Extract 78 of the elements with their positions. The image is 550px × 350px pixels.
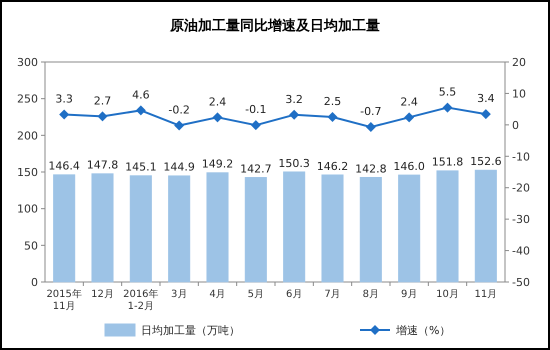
point — [366, 122, 376, 132]
x-tick-label: 9月 — [400, 289, 418, 300]
x-tick-label: 4月 — [209, 289, 226, 300]
legend-label: 增速（%） — [395, 324, 450, 337]
bar — [206, 172, 229, 282]
x-tick-label: 7月 — [324, 289, 341, 300]
bar — [321, 174, 344, 282]
y2-tick-label: -20 — [512, 182, 530, 195]
data-label: 5.5 — [438, 86, 456, 99]
y2-tick-label: -40 — [512, 244, 530, 258]
point — [98, 111, 108, 122]
data-label: -0.2 — [168, 103, 190, 116]
y-tick-label: 200 — [17, 129, 38, 142]
x-tick-label: 8月 — [362, 289, 380, 300]
y-tick-label: 50 — [24, 239, 38, 252]
data-label: -0.7 — [360, 105, 382, 118]
data-label: 151.8 — [432, 156, 464, 169]
data-label: 2.5 — [324, 95, 342, 108]
y-tick-label: 0 — [31, 276, 38, 289]
data-label: 2.4 — [208, 95, 226, 108]
x-tick-label: 2015年 11月 — [46, 288, 82, 312]
point — [442, 102, 452, 113]
y2-tick-label: 0 — [512, 118, 519, 132]
bar — [474, 170, 497, 282]
y-tick-label: 100 — [17, 202, 38, 216]
x-tick-label: 12月 — [91, 289, 114, 300]
data-label: 144.9 — [163, 160, 195, 174]
x-tick-label: 2016年 1-2月 — [123, 288, 159, 312]
point — [136, 105, 146, 116]
y2-tick-label: -10 — [512, 150, 530, 164]
data-label: 142.8 — [355, 162, 387, 176]
bar — [436, 170, 459, 282]
data-label: 145.1 — [125, 160, 157, 174]
x-tick-label: 5月 — [248, 289, 264, 300]
point — [250, 120, 261, 130]
bar — [398, 174, 420, 282]
point — [212, 112, 222, 122]
bar — [91, 173, 114, 282]
bar — [130, 175, 152, 282]
bar — [283, 171, 306, 282]
bar — [53, 174, 76, 282]
data-label: -0.1 — [245, 103, 267, 116]
bar — [168, 175, 190, 282]
y-tick-label: 250 — [17, 92, 38, 106]
data-label: 142.7 — [240, 162, 272, 176]
chart-title: 原油加工量同比增速及日均加工量 — [169, 18, 380, 34]
x-tick-label: 10月 — [436, 289, 459, 300]
data-label: 4.6 — [132, 88, 150, 102]
point — [404, 112, 414, 122]
point — [289, 110, 300, 120]
data-label: 2.4 — [400, 95, 418, 108]
legend-label: 日均加工量（万吨） — [141, 324, 240, 337]
x-tick-label: 11月 — [474, 289, 498, 300]
y2-tick-label: 20 — [512, 56, 526, 69]
data-label: 2.7 — [94, 94, 112, 108]
y2-tick-label: 10 — [512, 87, 526, 100]
data-label: 3.4 — [477, 92, 495, 106]
y2-tick-label: -30 — [512, 213, 530, 226]
point — [59, 109, 70, 120]
y-tick-label: 150 — [17, 166, 38, 179]
data-label: 3.3 — [55, 92, 73, 106]
point — [174, 120, 184, 130]
data-label: 146.2 — [316, 160, 348, 173]
point — [480, 109, 491, 120]
x-tick-label: 3月 — [170, 289, 188, 300]
x-tick-label: 6月 — [286, 289, 302, 300]
data-label: 146.0 — [393, 160, 425, 173]
data-label: 152.6 — [470, 155, 502, 168]
data-label: 150.3 — [278, 156, 310, 170]
y-tick-label: 300 — [17, 56, 38, 69]
y2-tick-label: -50 — [512, 276, 530, 289]
data-label: 3.2 — [285, 92, 303, 106]
data-label: 149.2 — [202, 158, 234, 171]
data-label: 146.4 — [48, 160, 80, 173]
bar — [360, 176, 382, 282]
data-label: 147.8 — [86, 158, 118, 172]
point — [328, 112, 338, 122]
bar — [244, 177, 267, 282]
